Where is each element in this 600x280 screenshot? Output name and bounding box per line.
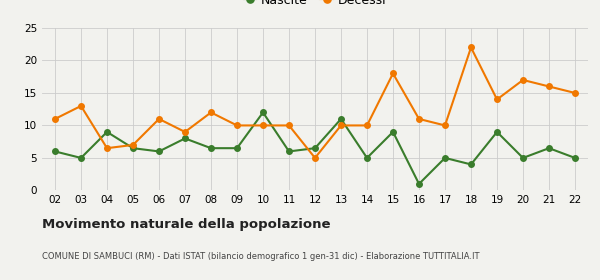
- Decessi: [155, 117, 163, 121]
- Decessi: [286, 124, 293, 127]
- Decessi: [520, 78, 527, 82]
- Decessi: [571, 91, 578, 95]
- Nascite: [286, 150, 293, 153]
- Line: Nascite: Nascite: [52, 110, 578, 187]
- Nascite: [233, 146, 241, 150]
- Nascite: [389, 130, 397, 134]
- Nascite: [52, 150, 59, 153]
- Decessi: [103, 146, 110, 150]
- Decessi: [337, 124, 344, 127]
- Decessi: [545, 85, 553, 88]
- Nascite: [155, 150, 163, 153]
- Decessi: [233, 124, 241, 127]
- Nascite: [571, 156, 578, 160]
- Decessi: [130, 143, 137, 147]
- Nascite: [311, 146, 319, 150]
- Nascite: [545, 146, 553, 150]
- Decessi: [181, 130, 188, 134]
- Nascite: [442, 156, 449, 160]
- Decessi: [389, 72, 397, 75]
- Line: Decessi: Decessi: [52, 45, 578, 161]
- Decessi: [467, 46, 475, 49]
- Nascite: [337, 117, 344, 121]
- Nascite: [103, 130, 110, 134]
- Nascite: [364, 156, 371, 160]
- Decessi: [52, 117, 59, 121]
- Nascite: [493, 130, 500, 134]
- Decessi: [311, 156, 319, 160]
- Decessi: [415, 117, 422, 121]
- Nascite: [259, 111, 266, 114]
- Decessi: [364, 124, 371, 127]
- Legend: Nascite, Decessi: Nascite, Decessi: [239, 0, 391, 12]
- Text: Movimento naturale della popolazione: Movimento naturale della popolazione: [42, 218, 331, 231]
- Text: COMUNE DI SAMBUCI (RM) - Dati ISTAT (bilancio demografico 1 gen-31 dic) - Elabor: COMUNE DI SAMBUCI (RM) - Dati ISTAT (bil…: [42, 252, 479, 261]
- Nascite: [208, 146, 215, 150]
- Nascite: [415, 182, 422, 186]
- Decessi: [493, 98, 500, 101]
- Decessi: [77, 104, 85, 108]
- Decessi: [259, 124, 266, 127]
- Nascite: [181, 137, 188, 140]
- Decessi: [442, 124, 449, 127]
- Nascite: [520, 156, 527, 160]
- Decessi: [208, 111, 215, 114]
- Nascite: [467, 163, 475, 166]
- Nascite: [77, 156, 85, 160]
- Nascite: [130, 146, 137, 150]
